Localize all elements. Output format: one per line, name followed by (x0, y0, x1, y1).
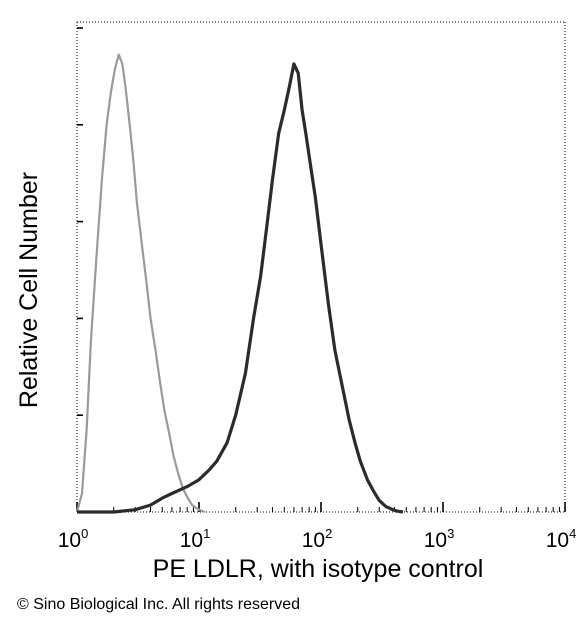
x-tick-label: 100 (58, 526, 89, 552)
x-axis-tick-labels: 100 101 102 103 104 (58, 526, 577, 552)
series-layer (75, 53, 404, 514)
x-tick-label: 103 (424, 526, 455, 552)
x-axis-title: PE LDLR, with isotype control (153, 555, 484, 583)
plot-frame (76, 21, 566, 513)
series-line-ldlr (77, 62, 404, 514)
y-axis-title: Relative Cell Number (15, 172, 43, 408)
x-tick-label: 101 (180, 526, 211, 552)
series-line-isotype (75, 53, 206, 514)
x-tick-label: 102 (302, 526, 333, 552)
x-tick-label: 104 (546, 526, 577, 552)
copyright-notice: © Sino Biological Inc. All rights reserv… (17, 596, 301, 613)
y-axis-ticks (77, 27, 83, 513)
